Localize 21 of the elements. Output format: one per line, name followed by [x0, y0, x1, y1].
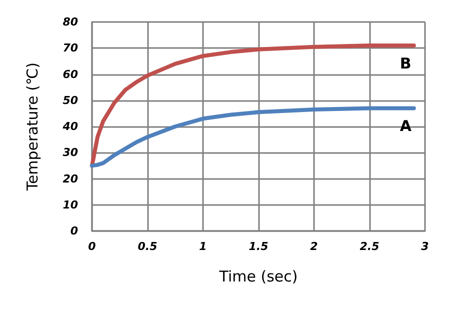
y-tick-label: 20 [62, 172, 78, 186]
y-tick-label: 0 [70, 224, 78, 238]
x-tick-label: 0 [88, 240, 96, 253]
x-tick-label: 3 [421, 240, 430, 253]
y-axis-title: Temperature (℃) [24, 62, 42, 192]
y-tick-label: 30 [62, 146, 78, 160]
x-tick-label: 1.5 [248, 240, 269, 253]
y-tick-label: 60 [62, 68, 78, 81]
y-tick-label: 80 [62, 16, 78, 28]
x-tick-label: 2 [310, 240, 318, 253]
line-series [90, 106, 416, 168]
x-tick-label: 0.5 [138, 240, 158, 253]
series-label: B [400, 54, 412, 73]
x-tick-label: 2.5 [360, 240, 380, 253]
series-label: A [400, 117, 412, 136]
y-tick-label: 40 [62, 120, 78, 133]
y-tick-label: 50 [62, 94, 78, 107]
x-axis-title: Time (sec) [218, 268, 298, 286]
y-tick-label: 10 [62, 198, 78, 212]
y-tick-label: 70 [62, 42, 78, 55]
x-tick-label: 1 [199, 240, 207, 253]
